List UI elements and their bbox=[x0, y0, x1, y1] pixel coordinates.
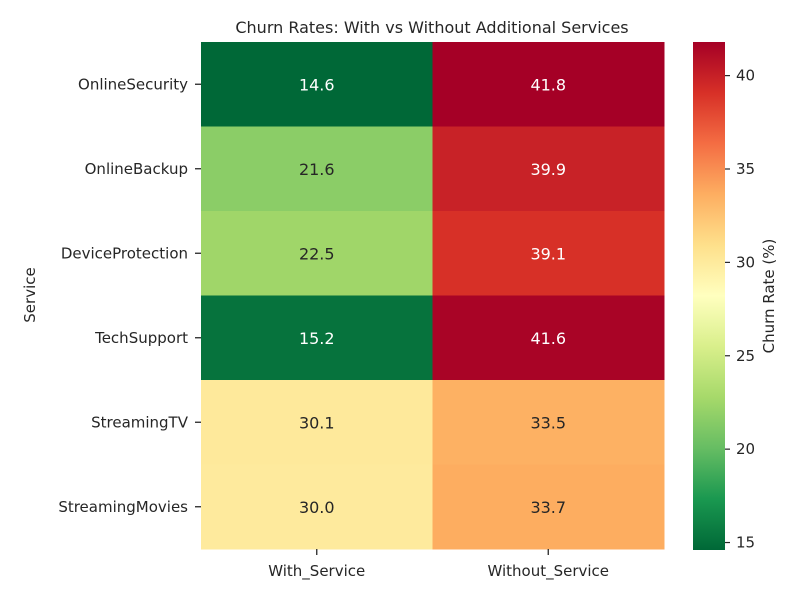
heatmap-cell-TechSupport-Without_Service bbox=[432, 295, 665, 381]
cell-value-label: 21.6 bbox=[299, 160, 335, 179]
heatmap-cell-OnlineSecurity-With_Service bbox=[201, 42, 433, 127]
cell-value-label: 33.5 bbox=[530, 413, 566, 432]
colorbar: 15 20 25 30 35 40 Churn Rate (%) bbox=[693, 42, 778, 552]
heatmap-cell-StreamingMovies-Without_Service bbox=[432, 464, 665, 550]
cell-value-label: 14.6 bbox=[299, 75, 335, 94]
colorbar-label: Churn Rate (%) bbox=[760, 239, 778, 354]
colorbar-tick-label: 35 bbox=[736, 160, 755, 178]
heatmap-cell-DeviceProtection-With_Service bbox=[201, 211, 433, 296]
heatmap-cell-OnlineSecurity-Without_Service bbox=[432, 42, 665, 127]
heatmap-cell-TechSupport-With_Service bbox=[201, 295, 433, 381]
cell-annotations: 14.6 41.8 21.6 39.9 22.5 39.1 15.2 41.6 30.1 33.5… bbox=[299, 75, 566, 517]
cell-value-label: 41.8 bbox=[530, 75, 566, 94]
cell-value-label: 39.1 bbox=[530, 244, 566, 263]
heatmap-cell-StreamingMovies-With_Service bbox=[201, 464, 433, 550]
y-tick-labels: OnlineSecurity OnlineBackup DeviceProtecti… bbox=[58, 75, 201, 516]
x-tick-label: With_Service bbox=[268, 562, 365, 581]
colorbar-tick-label: 15 bbox=[736, 534, 755, 552]
cell-value-label: 22.5 bbox=[299, 244, 335, 263]
y-axis-label: Service bbox=[21, 267, 39, 322]
y-tick-label: StreamingMovies bbox=[58, 498, 188, 516]
heatmap-cells bbox=[201, 42, 665, 550]
colorbar-tick-label: 20 bbox=[736, 440, 755, 458]
cell-value-label: 15.2 bbox=[299, 329, 335, 348]
cell-value-label: 33.7 bbox=[530, 498, 566, 517]
y-tick-label: OnlineSecurity bbox=[78, 75, 188, 93]
cell-value-label: 41.6 bbox=[530, 329, 566, 348]
heatmap-cell-OnlineBackup-Without_Service bbox=[432, 126, 665, 212]
colorbar-ticks: 15 20 25 30 35 40 bbox=[725, 67, 755, 552]
cell-value-label: 39.9 bbox=[530, 160, 566, 179]
colorbar-tick-label: 25 bbox=[736, 347, 755, 365]
colorbar-tick-label: 30 bbox=[736, 253, 755, 271]
chart-title: Churn Rates: With vs Without Additional … bbox=[235, 18, 628, 37]
x-tick-labels: With_Service Without_Service bbox=[268, 549, 609, 581]
heatmap-cell-OnlineBackup-With_Service bbox=[201, 126, 433, 212]
cell-value-label: 30.1 bbox=[299, 413, 335, 432]
y-tick-label: StreamingTV bbox=[91, 413, 189, 431]
x-tick-label: Without_Service bbox=[487, 562, 609, 581]
y-tick-label: OnlineBackup bbox=[85, 160, 188, 178]
heatmap-cell-StreamingTV-With_Service bbox=[201, 380, 433, 465]
colorbar-tick-label: 40 bbox=[736, 67, 755, 85]
heatmap-cell-StreamingTV-Without_Service bbox=[432, 380, 665, 465]
heatmap-cell-DeviceProtection-Without_Service bbox=[432, 211, 665, 296]
cell-value-label: 30.0 bbox=[299, 498, 335, 517]
y-tick-label: DeviceProtection bbox=[61, 244, 188, 262]
y-tick-label: TechSupport bbox=[94, 329, 188, 347]
colorbar-gradient bbox=[693, 42, 725, 550]
